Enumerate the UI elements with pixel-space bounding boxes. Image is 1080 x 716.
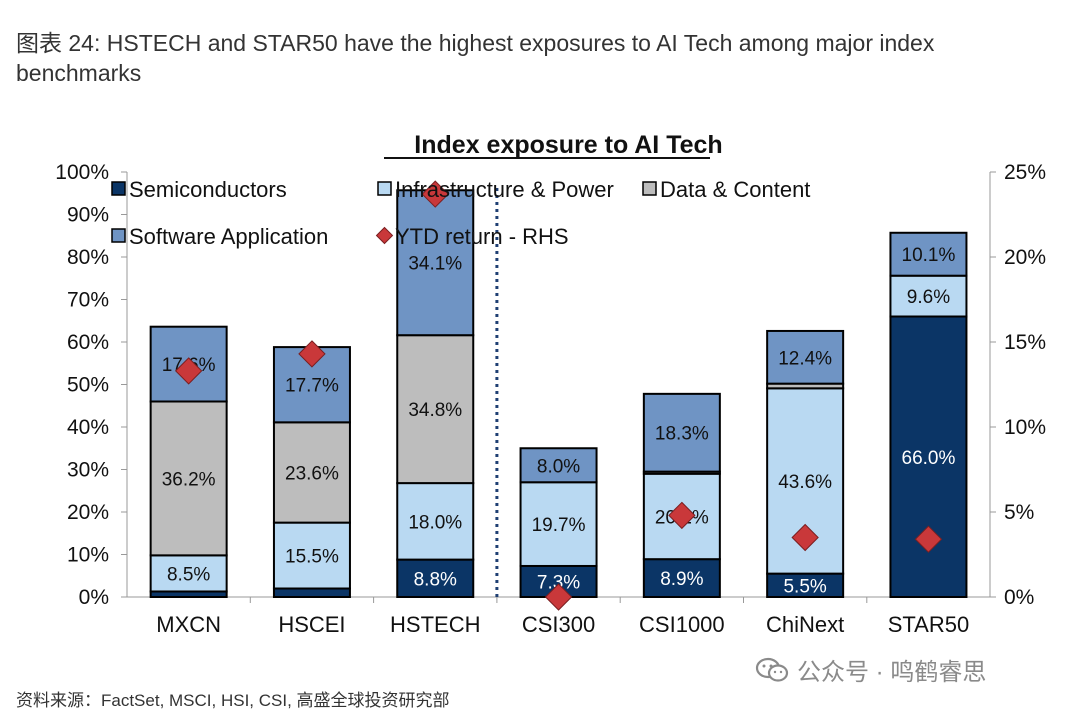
bar-software: [396, 189, 475, 337]
data-label-semiconductors: 8.9%: [660, 569, 703, 590]
data-label-infrastructure: 18.0%: [408, 512, 462, 533]
data-label-semiconductors: 66.0%: [902, 448, 956, 469]
legend-label: Infrastructure & Power: [395, 177, 614, 202]
bar-software: [642, 392, 721, 473]
data-label-infrastructure: 9.6%: [907, 287, 950, 308]
bar-infrastructure: [519, 481, 598, 567]
bar-semiconductors: [396, 558, 475, 598]
data-label-software: 12.4%: [778, 348, 832, 369]
ytd-return-point: [298, 340, 326, 368]
x-tick-label: HSTECH: [390, 612, 480, 637]
x-tick-label: ChiNext: [766, 612, 844, 637]
data-label-infrastructure: 8.5%: [167, 564, 210, 585]
bar-infrastructure: [396, 482, 475, 561]
legend-label: Semiconductors: [129, 177, 287, 202]
y-left-tick-label: 40%: [67, 416, 109, 439]
bar-software: [519, 447, 598, 484]
ytd-return-point: [914, 525, 943, 553]
y-left-tick-label: 80%: [67, 246, 109, 269]
figure-title: 图表 24: HSTECH and STAR50 have the highes…: [16, 30, 935, 86]
bar-data_content: [149, 400, 228, 557]
y-left-tick-label: 50%: [67, 374, 109, 397]
y-left-tick-label: 70%: [67, 289, 109, 312]
y-right-tick-label: 15%: [1004, 331, 1046, 354]
data-label-software: 8.0%: [537, 456, 580, 477]
data-label-software: 34.1%: [408, 254, 462, 275]
stacked-bar-chart: Index exposure to AI Tech 0% 10% 20% 30% 40% 5…: [55, 131, 1046, 637]
data-label-software: 18.3%: [655, 424, 709, 445]
y-left-tick-label: 10%: [67, 544, 109, 567]
data-label-infrastructure: 19.7%: [532, 515, 586, 536]
y-right-tick-label: 5%: [1004, 501, 1034, 524]
legend-swatch-infrastructure: [377, 181, 392, 196]
ytd-return-point: [421, 180, 449, 208]
watermark: 公众号 · 鸣鹤睿思: [755, 652, 986, 687]
chart-title: Index exposure to AI Tech: [414, 131, 722, 159]
y-right-tick-label: 20%: [1004, 246, 1046, 269]
legend-swatch-ytd: [375, 226, 394, 245]
bar-semiconductors: [272, 587, 351, 598]
y-left-tick-label: 90%: [67, 204, 109, 227]
bar-infrastructure: [889, 274, 968, 318]
bar-infrastructure: [149, 554, 228, 593]
ytd-return-point: [791, 523, 819, 552]
data-label-infrastructure: 43.6%: [778, 472, 832, 493]
data-label-infrastructure: 15.5%: [285, 547, 339, 568]
ytd-return-point: [174, 357, 203, 385]
x-tick-label: HSCEI: [278, 612, 345, 637]
source-note: 资料来源：FactSet, MSCI, HSI, CSI, 高盛全球投资研究部: [16, 691, 450, 710]
wechat-icon: [755, 657, 789, 682]
y-left-tick-label: 60%: [67, 331, 109, 354]
data-label-semiconductors: 7.3%: [537, 572, 580, 593]
y-left-tick-label: 100%: [55, 161, 109, 184]
bar-infrastructure: [272, 521, 351, 590]
data-label-semiconductors: 5.5%: [783, 576, 826, 597]
bar-data_content: [396, 334, 475, 485]
legend-swatch-software: [111, 228, 126, 243]
data-label-data_content: 34.8%: [408, 400, 462, 421]
bar-software: [889, 231, 968, 277]
y-right-tick-label: 25%: [1004, 161, 1046, 184]
data-label-software: 17.7%: [285, 376, 339, 397]
watermark-text: 公众号 · 鸣鹤睿思: [797, 659, 987, 686]
y-left-tick-label: 0%: [79, 586, 109, 609]
x-tick-label: CSI1000: [639, 612, 725, 637]
legend-label: YTD return - RHS: [395, 224, 569, 249]
legend-swatch-semiconductors: [111, 181, 126, 196]
y-left-tick-label: 20%: [67, 501, 109, 524]
y-right-tick-label: 10%: [1004, 416, 1046, 439]
ytd-return-point: [668, 501, 696, 530]
bar-software: [766, 329, 845, 385]
data-label-software: 10.1%: [902, 245, 956, 266]
y-left-tick-label: 30%: [67, 459, 109, 482]
x-tick-label: STAR50: [888, 612, 970, 637]
data-label-data_content: 23.6%: [285, 463, 339, 484]
legend-label: Data & Content: [660, 177, 810, 202]
data-label-semiconductors: 8.8%: [414, 569, 457, 590]
ytd-return-point: [544, 583, 573, 611]
x-tick-label: MXCN: [156, 612, 221, 637]
legend-label: Software Application: [129, 224, 328, 249]
data-label-data_content: 36.2%: [162, 469, 216, 490]
legend-swatch-data_content: [642, 181, 657, 196]
y-right-tick-label: 0%: [1004, 586, 1034, 609]
x-tick-label: CSI300: [522, 612, 595, 637]
